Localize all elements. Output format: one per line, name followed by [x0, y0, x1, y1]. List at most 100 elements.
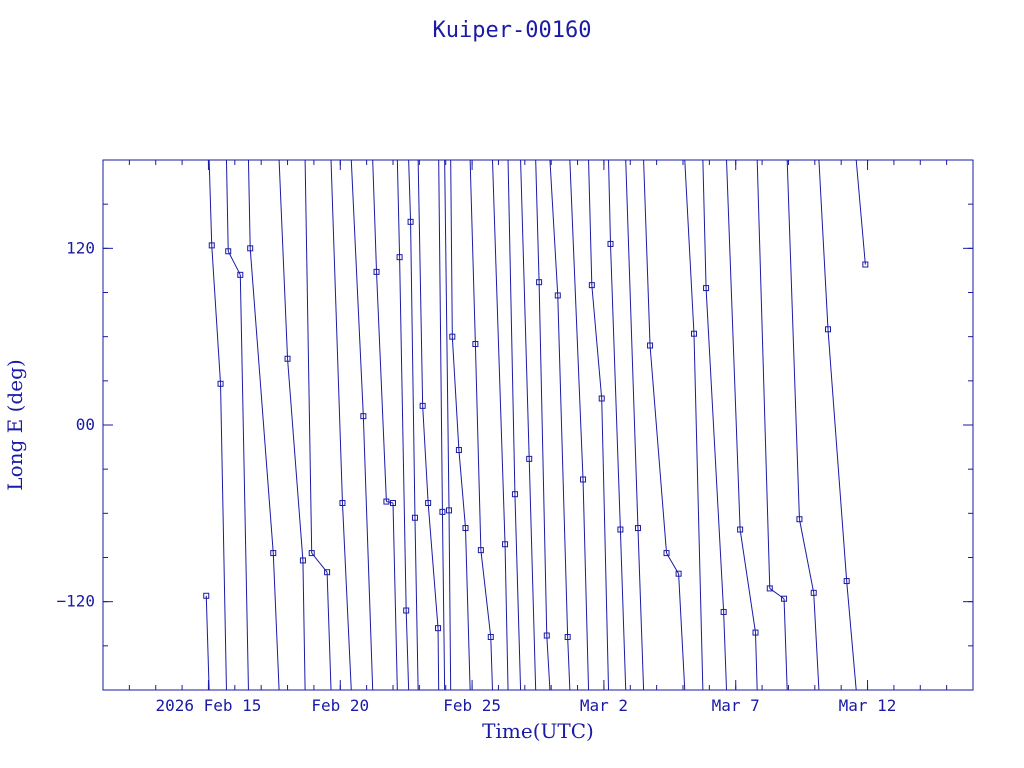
series-segment	[458, 449, 466, 529]
series-segment	[451, 336, 460, 451]
data-point	[543, 632, 550, 639]
series-segment	[417, 160, 424, 406]
series-segment	[723, 611, 728, 690]
data-point	[396, 254, 403, 261]
x-axis-label: Time(UTC)	[482, 719, 594, 743]
data-point	[663, 550, 670, 557]
series-segment	[225, 160, 229, 252]
data-point	[703, 285, 710, 292]
plot-area	[203, 160, 869, 690]
data-point	[339, 500, 346, 507]
y-tick-label: 120	[66, 238, 95, 257]
series-segment	[588, 160, 593, 286]
data-point	[237, 271, 244, 278]
series-segment	[507, 160, 516, 495]
data-point	[720, 608, 727, 615]
data-point	[564, 634, 571, 640]
series-segment	[465, 528, 471, 690]
series-segment	[474, 344, 482, 551]
data-point	[299, 557, 306, 564]
data-point	[598, 395, 605, 402]
data-point	[647, 342, 654, 349]
series-segment	[827, 329, 848, 582]
data-point	[284, 355, 291, 362]
data-point	[403, 607, 410, 614]
data-point	[425, 500, 432, 507]
series-segment	[438, 160, 443, 512]
series-segment	[437, 628, 440, 690]
series-segment	[549, 160, 559, 296]
series-segment	[304, 160, 313, 554]
x-tick-label: 2026 Feb 15	[155, 696, 261, 715]
series-segment	[693, 333, 704, 690]
series-segment	[702, 160, 707, 289]
series-segment	[783, 598, 788, 690]
data-point	[383, 498, 390, 505]
data-point	[435, 625, 442, 632]
series-segment	[414, 517, 419, 690]
series-segment	[247, 160, 251, 249]
y-tick-label: −120	[56, 592, 95, 611]
series-segment	[567, 636, 571, 690]
data-point	[843, 578, 850, 585]
data-point	[477, 547, 484, 554]
data-point	[472, 341, 479, 348]
series-segment	[220, 383, 227, 690]
series-segment	[396, 160, 401, 258]
series-segment	[448, 510, 452, 690]
data-point	[536, 279, 543, 286]
series-segment	[392, 503, 398, 690]
series-segment	[514, 494, 522, 690]
series-segment	[520, 160, 530, 459]
series-segment	[678, 573, 686, 690]
series-segment	[302, 560, 306, 690]
series-segment	[480, 550, 492, 638]
data-point	[439, 508, 446, 515]
series-segment	[798, 519, 815, 593]
data-point	[862, 261, 869, 268]
data-point	[324, 569, 331, 576]
data-point	[373, 268, 380, 275]
series-segment	[528, 458, 537, 690]
series-segment	[239, 274, 249, 690]
series-segment	[637, 528, 645, 690]
data-point	[225, 248, 232, 255]
data-point	[554, 292, 561, 299]
series-segment	[441, 511, 446, 690]
data-point	[675, 570, 682, 577]
chart-title: Kuiper-00160	[433, 18, 592, 43]
series-segment	[422, 405, 429, 504]
series-segment	[372, 160, 378, 272]
series-segment	[287, 358, 304, 561]
data-point	[690, 330, 697, 337]
series-segment	[649, 345, 668, 554]
series-segment	[504, 544, 509, 690]
series-segment	[726, 160, 741, 530]
series-segment	[405, 610, 410, 690]
series-segment	[330, 160, 343, 504]
series-segment	[786, 160, 800, 520]
series-segment	[205, 595, 210, 690]
series-segment	[705, 288, 725, 612]
series-markers	[203, 218, 869, 640]
series-segment	[813, 592, 820, 690]
series-segment	[350, 160, 364, 417]
y-axis-label: Long E (deg)	[3, 359, 27, 490]
data-point	[766, 585, 773, 592]
series-segment	[341, 503, 352, 690]
data-point	[607, 240, 614, 247]
series-segment	[427, 502, 439, 629]
series-segment	[386, 501, 394, 504]
data-point	[781, 595, 788, 602]
data-point	[360, 413, 367, 420]
series-segment	[450, 160, 453, 337]
data-point	[390, 500, 396, 507]
series-segment	[591, 285, 603, 399]
data-point	[407, 218, 414, 225]
series-segment	[846, 581, 857, 690]
series-segment	[311, 552, 328, 573]
series-segment	[490, 636, 493, 690]
data-point	[588, 282, 595, 289]
series-segment	[582, 479, 590, 690]
